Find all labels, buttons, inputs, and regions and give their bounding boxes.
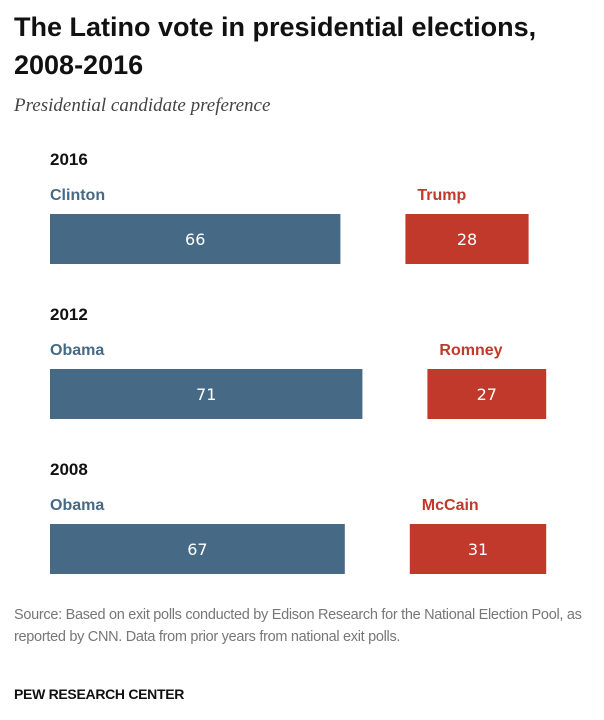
dem-bar [50,524,345,574]
rep-candidate-label: McCain [422,497,479,514]
rep-candidate-label: Trump [417,187,466,204]
year-label: 2008 [50,460,88,479]
rep-value-label: 27 [477,385,497,404]
dem-value-label: 66 [185,230,205,249]
rep-value-label: 28 [457,230,477,249]
dem-value-label: 67 [187,540,207,559]
dem-bar [50,369,363,419]
dem-candidate-label: Clinton [50,187,105,204]
rep-value-label: 31 [468,540,488,559]
year-label: 2012 [50,305,88,324]
dem-bar [50,214,341,264]
dem-candidate-label: Obama [50,497,104,514]
chart-subtitle: Presidential candidate preference [14,95,271,116]
dem-candidate-label: Obama [50,342,104,359]
bar-chart: 2016 Clinton Trump 66 28 2012 Obama Romney 71 27 2… [50,150,547,574]
rep-bar [405,214,529,264]
rep-bar [427,369,547,419]
dem-value-label: 71 [196,385,216,404]
source-note: Source: Based on exit polls conducted by… [14,607,582,645]
chart-title: The Latino vote in presidential election… [14,12,537,80]
brand-label: PEW RESEARCH CENTER [14,686,185,702]
rep-candidate-label: Romney [439,342,502,359]
year-label: 2016 [50,150,88,169]
rep-bar [409,524,547,574]
